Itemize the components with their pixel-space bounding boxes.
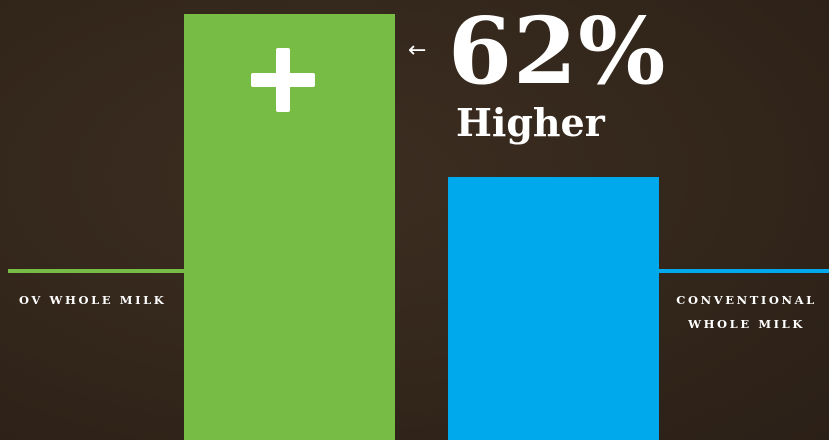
category-label-ov: OV WHOLE MILK — [19, 293, 167, 307]
arrow-left-icon: ← — [408, 38, 427, 63]
plus-icon — [251, 48, 315, 112]
ov-baseline-rule — [8, 269, 184, 273]
category-label-conventional-line1: CONVENTIONAL — [676, 293, 817, 307]
category-label-conventional-line2: WHOLE MILK — [688, 317, 805, 331]
conventional-baseline-rule — [659, 269, 829, 273]
annotation-percent: 62% — [448, 0, 667, 105]
bar-conventional-whole-milk — [448, 177, 659, 440]
category-label-conventional: CONVENTIONAL WHOLE MILK — [664, 288, 829, 336]
annotation-text: Higher — [456, 100, 605, 145]
